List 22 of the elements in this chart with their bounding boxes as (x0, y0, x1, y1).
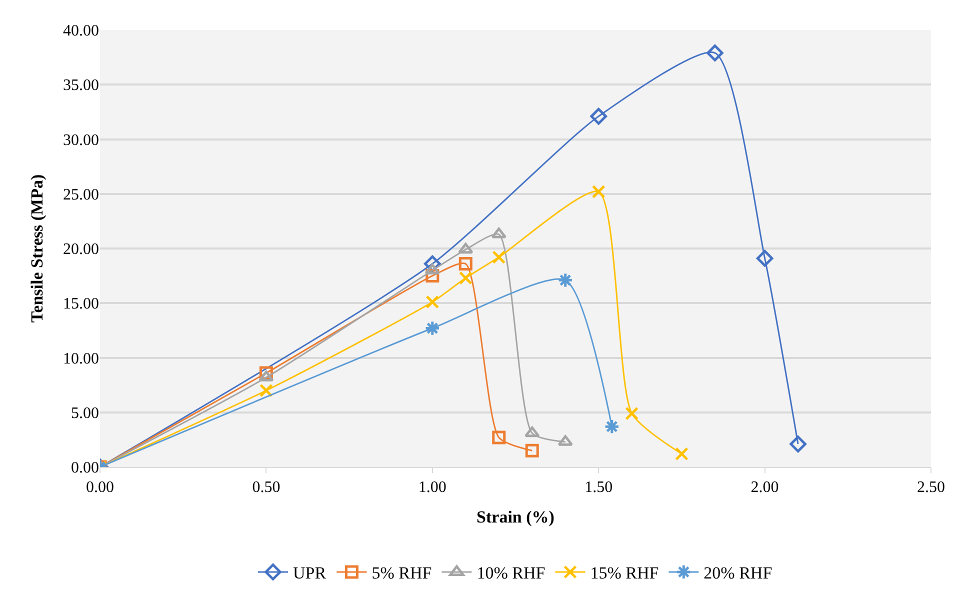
y-tick-label: 30.00 (63, 132, 99, 149)
x-tick-label: 2.50 (917, 479, 945, 496)
y-tick-label: 40.00 (63, 22, 99, 40)
x-tick-label: 0.50 (252, 479, 280, 496)
y-tick-label: 15.00 (63, 296, 99, 313)
legend-label: 20% RHF (704, 564, 772, 583)
y-tick-label: 0.00 (71, 460, 99, 477)
x-tick-label: 2.00 (750, 479, 779, 496)
x-tick-label: 1.00 (418, 479, 446, 496)
x-tick-label: 1.50 (584, 479, 613, 496)
x-axis-title: Strain (%) (476, 508, 554, 527)
y-axis-title: Tensile Stress (MPa) (28, 174, 47, 323)
legend-label: UPR (293, 564, 327, 583)
legend-label: 15% RHF (590, 564, 659, 583)
y-tick-label: 5.00 (71, 404, 99, 422)
y-tick-label: 35.00 (63, 77, 99, 94)
legend-label: 10% RHF (476, 564, 546, 583)
y-tick-label: 25.00 (63, 186, 99, 204)
legend-label: 5% RHF (372, 564, 432, 583)
y-tick-label: 20.00 (63, 241, 99, 258)
y-tick-label: 10.00 (63, 350, 99, 368)
x-tick-label: 0.00 (86, 479, 114, 496)
